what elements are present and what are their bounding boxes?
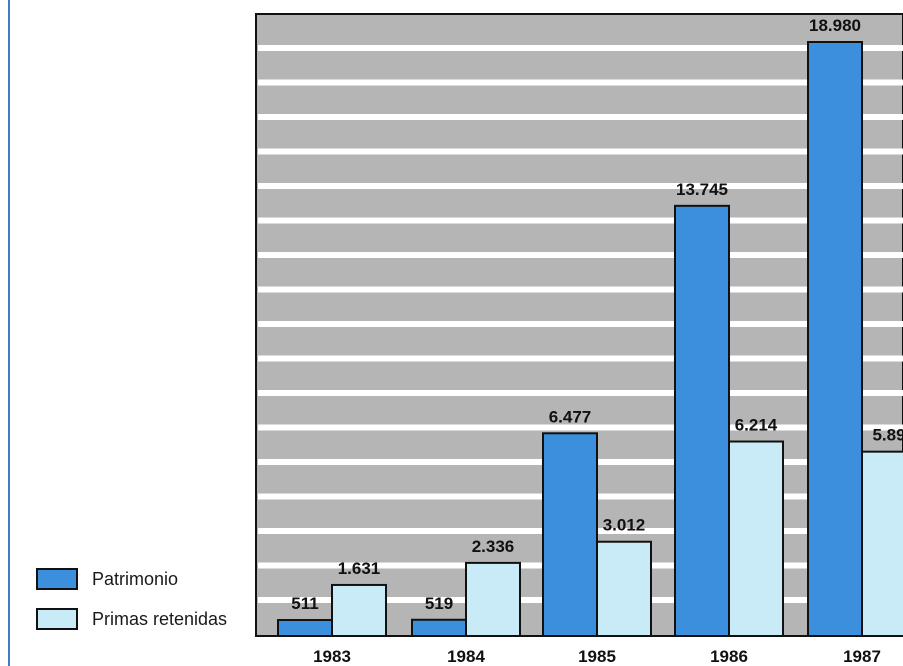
gridline [258, 183, 903, 189]
x-axis: 1983 1984 1985 1986 1987 [256, 635, 903, 666]
legend-label-primas-retenidas: Primas retenidas [92, 608, 228, 629]
value-label-patrimonio-1986: 13.745 [676, 180, 728, 199]
legend: Patrimonio Primas retenidas [36, 566, 227, 632]
gridline [258, 390, 903, 396]
value-label-patrimonio-1987: 18.980 [809, 16, 861, 35]
bar-primas-retenidas-1984 [465, 561, 521, 638]
bar-primas-retenidas-1986 [728, 440, 784, 637]
legend-swatch-primas-retenidas [36, 608, 78, 630]
legend-item-patrimonio: Patrimonio [36, 566, 227, 592]
gridline [258, 45, 903, 51]
value-label-primas-retenidas-1984: 2.336 [472, 537, 515, 556]
category-label-1986: 1986 [710, 647, 748, 666]
category-label-1985: 1985 [578, 647, 616, 666]
value-label-primas-retenidas-1983: 1.631 [338, 559, 381, 578]
legend-label-patrimonio: Patrimonio [92, 568, 179, 589]
bar-patrimonio-1986 [674, 204, 730, 637]
bar-patrimonio-1987 [807, 41, 863, 637]
value-label-patrimonio-1985: 6.477 [549, 407, 592, 426]
value-label-primas-retenidas-1987: 5.89 [872, 426, 903, 445]
gridline [258, 286, 903, 293]
bar-primas-retenidas-1987 [861, 450, 903, 637]
category-label-1984: 1984 [447, 647, 485, 666]
value-labels: 511 1.631 519 2.336 6.477 3.012 13.745 6.214 18.… [291, 16, 903, 613]
bar-primas-retenidas-1985 [596, 540, 652, 637]
category-label-1987: 1987 [843, 647, 881, 666]
value-label-primas-retenidas-1986: 6.214 [735, 416, 778, 435]
gridline [258, 355, 903, 362]
gridline [258, 424, 903, 431]
bar-patrimonio-1985 [542, 432, 598, 638]
gridline [258, 252, 903, 258]
value-label-primas-retenidas-1985: 3.012 [603, 516, 646, 535]
bar-patrimonio-1984 [411, 618, 467, 637]
bar-patrimonio-1983 [277, 619, 333, 637]
gridline [258, 148, 903, 155]
gridline [258, 217, 903, 224]
gridline [258, 321, 903, 327]
left-accent-rule [8, 0, 10, 666]
bar-primas-retenidas-1983 [331, 583, 387, 637]
category-label-1983: 1983 [313, 647, 351, 666]
legend-swatch-patrimonio [36, 568, 78, 590]
gridline [258, 79, 903, 86]
legend-item-primas-retenidas: Primas retenidas [36, 606, 227, 632]
value-label-patrimonio-1983: 511 [291, 594, 318, 613]
bars [277, 41, 903, 638]
value-label-patrimonio-1984: 519 [425, 594, 453, 613]
gridline [258, 114, 903, 120]
